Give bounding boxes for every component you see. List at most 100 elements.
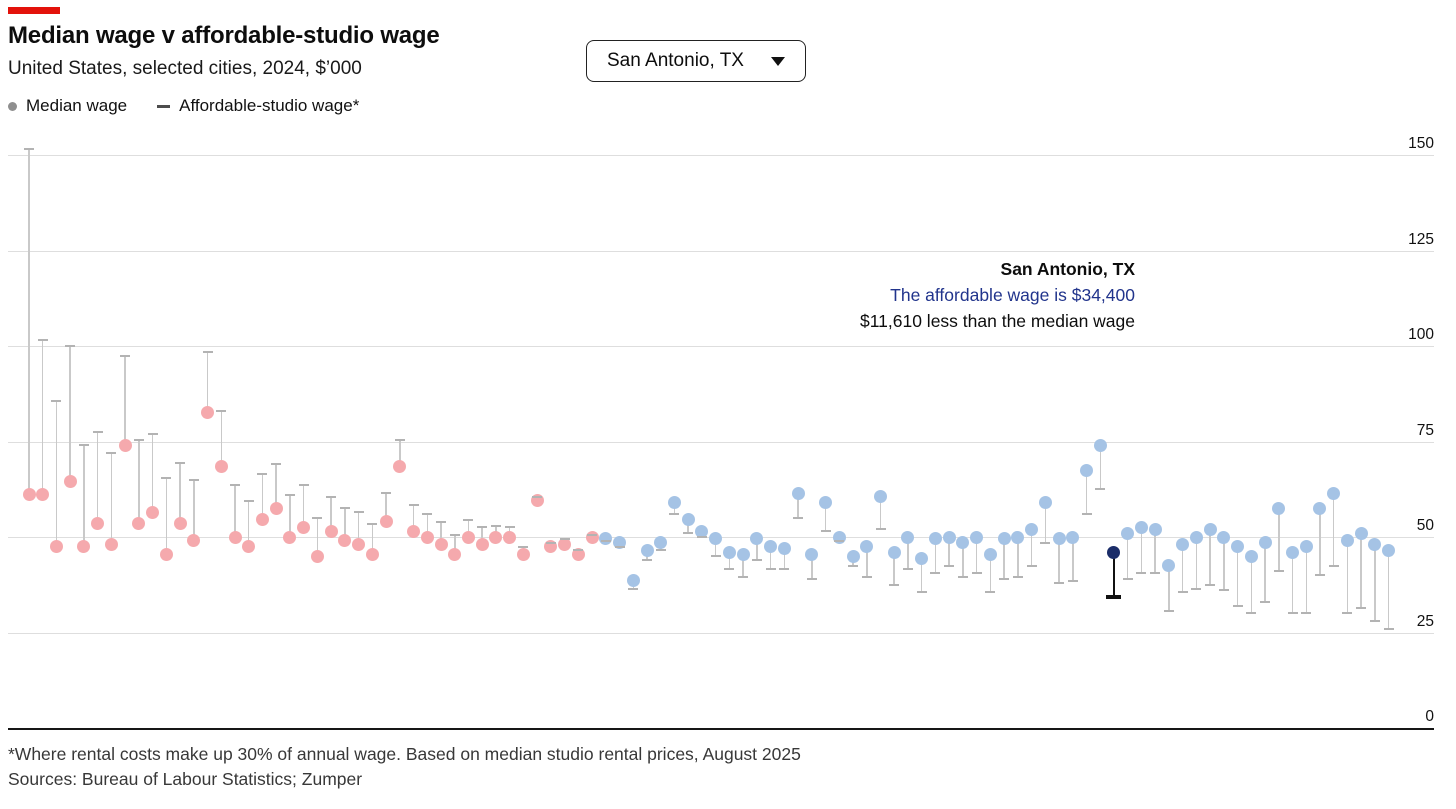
- median-wage-dot[interactable]: [338, 534, 352, 548]
- affordable-wage-dash[interactable]: [957, 576, 968, 579]
- affordable-wage-dash[interactable]: [1081, 513, 1092, 516]
- median-wage-dot[interactable]: [146, 505, 160, 519]
- affordable-wage-dash[interactable]: [449, 534, 460, 537]
- median-wage-dot[interactable]: [681, 513, 695, 527]
- median-wage-dot[interactable]: [516, 547, 530, 561]
- median-wage-dot[interactable]: [1258, 536, 1272, 550]
- median-wage-dot[interactable]: [407, 524, 421, 538]
- affordable-wage-dash[interactable]: [133, 438, 144, 441]
- affordable-wage-dash[interactable]: [1054, 581, 1065, 584]
- median-wage-dot[interactable]: [805, 547, 819, 561]
- affordable-wage-dash[interactable]: [600, 539, 611, 542]
- affordable-wage-dash[interactable]: [51, 400, 62, 403]
- affordable-wage-dash[interactable]: [848, 564, 859, 567]
- affordable-wage-dash[interactable]: [37, 339, 48, 342]
- median-wage-dot[interactable]: [214, 459, 228, 473]
- affordable-wage-dash[interactable]: [916, 591, 927, 594]
- affordable-wage-dash[interactable]: [1232, 604, 1243, 607]
- affordable-wage-dash[interactable]: [1218, 589, 1229, 592]
- affordable-wage-dash[interactable]: [436, 520, 447, 523]
- median-wage-dot[interactable]: [997, 532, 1011, 546]
- median-wage-dot[interactable]: [1052, 532, 1066, 546]
- affordable-wage-dash[interactable]: [1287, 612, 1298, 615]
- median-wage-dot[interactable]: [695, 524, 709, 538]
- affordable-wage-dash[interactable]: [230, 484, 240, 487]
- affordable-wage-dash[interactable]: [724, 568, 735, 571]
- affordable-wage-dash[interactable]: [820, 530, 831, 533]
- median-wage-dot[interactable]: [1299, 540, 1313, 554]
- median-wage-dot[interactable]: [352, 538, 366, 552]
- median-wage-dot[interactable]: [915, 551, 929, 565]
- median-wage-dot[interactable]: [434, 538, 448, 552]
- median-wage-dot[interactable]: [1025, 522, 1039, 536]
- affordable-wage-dash[interactable]: [683, 532, 694, 535]
- affordable-wage-dash[interactable]: [1012, 576, 1023, 579]
- median-wage-dot[interactable]: [887, 545, 901, 559]
- median-wage-dot[interactable]: [1272, 501, 1286, 515]
- affordable-wage-dash[interactable]: [834, 539, 845, 542]
- median-wage-dot[interactable]: [420, 530, 434, 544]
- affordable-wage-dash[interactable]: [1301, 612, 1312, 615]
- median-wage-dot[interactable]: [1368, 538, 1382, 552]
- affordable-wage-dash[interactable]: [985, 591, 996, 594]
- median-wage-dot[interactable]: [1148, 522, 1162, 536]
- median-wage-dot[interactable]: [503, 530, 517, 544]
- median-wage-dot[interactable]: [269, 501, 283, 515]
- affordable-wage-dash[interactable]: [779, 568, 790, 571]
- affordable-wage-dash[interactable]: [875, 528, 886, 531]
- median-wage-dot[interactable]: [1217, 530, 1231, 544]
- affordable-wage-dash[interactable]: [1067, 579, 1078, 582]
- affordable-wage-dash[interactable]: [490, 524, 501, 527]
- median-wage-dot[interactable]: [667, 496, 681, 510]
- median-wage-dot[interactable]: [1231, 540, 1245, 554]
- median-wage-dot[interactable]: [1134, 520, 1148, 534]
- affordable-wage-dash[interactable]: [1150, 572, 1161, 575]
- affordable-wage-dash[interactable]: [1356, 606, 1367, 609]
- median-wage-dot[interactable]: [983, 547, 997, 561]
- affordable-wage-dash[interactable]: [573, 549, 584, 552]
- median-wage-dot[interactable]: [77, 540, 91, 554]
- affordable-wage-dash[interactable]: [559, 537, 570, 540]
- affordable-wage-dash[interactable]: [106, 451, 117, 454]
- affordable-wage-dash[interactable]: [1026, 564, 1037, 567]
- median-wage-dot[interactable]: [1313, 501, 1327, 515]
- affordable-wage-dash[interactable]: [381, 492, 392, 495]
- affordable-wage-dash[interactable]: [1122, 578, 1133, 581]
- median-wage-dot[interactable]: [970, 530, 984, 544]
- affordable-wage-dash[interactable]: [738, 576, 749, 579]
- median-wage-dot[interactable]: [1340, 534, 1354, 548]
- median-wage-dot[interactable]: [1327, 486, 1341, 500]
- affordable-wage-dash[interactable]: [1328, 564, 1339, 567]
- affordable-wage-dash[interactable]: [65, 345, 76, 347]
- median-wage-dot[interactable]: [874, 490, 887, 504]
- affordable-wage-dash[interactable]: [545, 541, 556, 544]
- median-wage-dot[interactable]: [297, 520, 311, 534]
- affordable-wage-dash[interactable]: [92, 430, 103, 433]
- affordable-wage-dash[interactable]: [889, 583, 900, 586]
- affordable-wage-dash[interactable]: [1205, 583, 1216, 586]
- affordable-wage-dash[interactable]: [861, 576, 872, 579]
- affordable-wage-dash[interactable]: [175, 461, 186, 464]
- median-wage-dot[interactable]: [310, 549, 324, 563]
- affordable-wage-dash[interactable]: [326, 495, 337, 498]
- median-wage-dot[interactable]: [819, 496, 833, 510]
- affordable-wage-dash[interactable]: [902, 568, 913, 571]
- affordable-wage-dash[interactable]: [312, 516, 323, 519]
- median-wage-dot[interactable]: [393, 459, 407, 473]
- affordable-wage-dash[interactable]: [765, 568, 776, 571]
- median-wage-dot[interactable]: [36, 488, 50, 502]
- median-wage-dot[interactable]: [736, 547, 750, 561]
- affordable-wage-dash[interactable]: [628, 587, 639, 590]
- median-wage-dot[interactable]: [475, 538, 489, 552]
- median-wage-dot[interactable]: [942, 530, 956, 544]
- median-wage-dot[interactable]: [640, 543, 654, 557]
- median-wage-dot[interactable]: [750, 532, 764, 546]
- affordable-wage-dash[interactable]: [793, 516, 804, 519]
- median-wage-dot[interactable]: [159, 547, 173, 561]
- median-wage-dot[interactable]: [379, 515, 393, 529]
- median-wage-dot[interactable]: [956, 536, 970, 550]
- median-wage-dot[interactable]: [448, 547, 462, 561]
- median-wage-dot[interactable]: [1176, 538, 1190, 552]
- affordable-wage-dash[interactable]: [408, 503, 419, 506]
- affordable-wage-dash[interactable]: [463, 518, 474, 521]
